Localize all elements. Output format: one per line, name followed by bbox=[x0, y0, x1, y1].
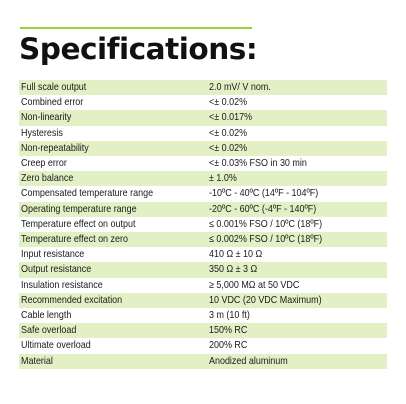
spec-label: Output resistance bbox=[19, 262, 209, 278]
spec-value: <± 0.03% FSO in 30 min bbox=[209, 156, 387, 172]
spec-value: ≤ 0.002% FSO / 10ºC (18ºF) bbox=[209, 232, 387, 248]
table-row: Compensated temperature range -10ºC - 40… bbox=[19, 186, 387, 202]
table-row: Safe overload 150% RC bbox=[19, 323, 387, 339]
table-row: Non-repeatability <± 0.02% bbox=[19, 140, 387, 157]
spec-value: 10 VDC (20 VDC Maximum) bbox=[209, 292, 387, 309]
spec-value: ≤ 0.001% FSO / 10ºC (18ºF) bbox=[209, 216, 387, 233]
spec-value: <± 0.02% bbox=[209, 140, 387, 157]
table-row: Ultimate overload 200% RC bbox=[19, 338, 387, 354]
table-row: Input resistance 410 Ω ± 10 Ω bbox=[19, 247, 387, 263]
spec-label: Material bbox=[19, 353, 209, 369]
table-row: Creep error <± 0.03% FSO in 30 min bbox=[19, 156, 387, 172]
top-accent-rule bbox=[20, 27, 252, 29]
spec-label: Compensated temperature range bbox=[19, 186, 209, 202]
table-row: Zero balance ± 1.0% bbox=[19, 171, 387, 187]
spec-value: 3 m (10 ft) bbox=[209, 308, 387, 324]
spec-label: Non-repeatability bbox=[19, 140, 209, 157]
spec-value: -20ºC - 60ºC (-4ºF - 140ºF) bbox=[209, 201, 387, 217]
spec-label: Creep error bbox=[19, 156, 209, 172]
spec-label: Safe overload bbox=[19, 323, 209, 339]
spec-value: Anodized aluminum bbox=[209, 353, 387, 369]
spec-value: 2.0 mV/ V nom. bbox=[209, 80, 387, 96]
spec-label: Hysteresis bbox=[19, 125, 209, 141]
spec-label: Recommended excitation bbox=[19, 292, 209, 309]
table-row: Combined error <± 0.02% bbox=[19, 95, 387, 111]
spec-value: ≥ 5,000 MΩ at 50 VDC bbox=[209, 277, 387, 293]
table-row: Non-linearity <± 0.017% bbox=[19, 110, 387, 126]
spec-value: 350 Ω ± 3 Ω bbox=[209, 262, 387, 278]
spec-label: Temperature effect on zero bbox=[19, 232, 209, 248]
spec-value: ± 1.0% bbox=[209, 171, 387, 187]
spec-value: <± 0.02% bbox=[209, 95, 387, 111]
spec-label: Combined error bbox=[19, 95, 209, 111]
spec-label: Full scale output bbox=[19, 80, 209, 96]
table-row: Material Anodized aluminum bbox=[19, 353, 387, 369]
spec-label: Temperature effect on output bbox=[19, 216, 209, 233]
specifications-table: Full scale output 2.0 mV/ V nom. Combine… bbox=[19, 80, 387, 369]
spec-value: <± 0.017% bbox=[209, 110, 387, 126]
spec-label: Non-linearity bbox=[19, 110, 209, 126]
spec-label: Cable length bbox=[19, 308, 209, 324]
spec-value: 200% RC bbox=[209, 338, 387, 354]
spec-value: <± 0.02% bbox=[209, 125, 387, 141]
page-title: Specifications: bbox=[19, 32, 258, 66]
spec-label: Ultimate overload bbox=[19, 338, 209, 354]
table-row: Cable length 3 m (10 ft) bbox=[19, 308, 387, 324]
table-row: Hysteresis <± 0.02% bbox=[19, 125, 387, 141]
table-row: Insulation resistance ≥ 5,000 MΩ at 50 V… bbox=[19, 277, 387, 293]
table-row: Output resistance 350 Ω ± 3 Ω bbox=[19, 262, 387, 278]
spec-label: Zero balance bbox=[19, 171, 209, 187]
table-row: Temperature effect on zero ≤ 0.002% FSO … bbox=[19, 232, 387, 248]
spec-value: 150% RC bbox=[209, 323, 387, 339]
spec-label: Insulation resistance bbox=[19, 277, 209, 293]
table-row: Full scale output 2.0 mV/ V nom. bbox=[19, 80, 387, 96]
spec-value: -10ºC - 40ºC (14ºF - 104ºF) bbox=[209, 186, 387, 202]
table-row: Operating temperature range -20ºC - 60ºC… bbox=[19, 201, 387, 217]
spec-label: Input resistance bbox=[19, 247, 209, 263]
spec-value: 410 Ω ± 10 Ω bbox=[209, 247, 387, 263]
table-row: Recommended excitation 10 VDC (20 VDC Ma… bbox=[19, 292, 387, 309]
spec-label: Operating temperature range bbox=[19, 201, 209, 217]
table-row: Temperature effect on output ≤ 0.001% FS… bbox=[19, 216, 387, 233]
